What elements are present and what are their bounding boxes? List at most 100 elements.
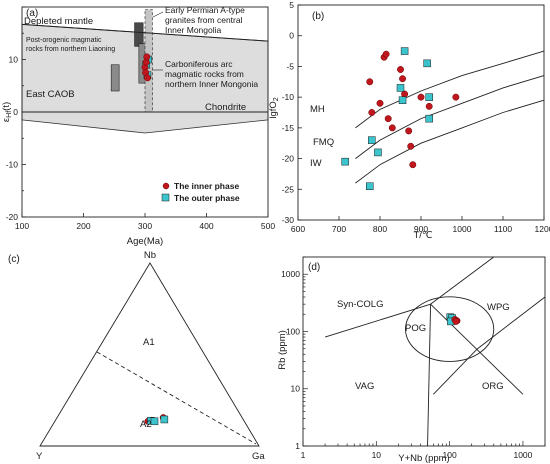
a-x-axis-label: Age(Ma) <box>127 236 163 247</box>
a2-field-label: A2 <box>140 419 152 430</box>
b-inner-point <box>388 124 396 132</box>
d-x-tick-label: 1 <box>301 450 306 460</box>
b-outer-point <box>396 84 405 92</box>
nb-vertex-label: Nb <box>144 250 156 261</box>
b-y-tick-label: -10 <box>282 92 295 102</box>
c-data-points <box>144 414 169 426</box>
b-outer-point <box>341 157 349 166</box>
syn-colg-lower-boundary <box>324 303 431 338</box>
b-plot-frame <box>297 4 545 221</box>
b-inner-point <box>405 127 413 135</box>
b-x-tick-label: 800 <box>373 224 387 234</box>
b-outer-point <box>423 59 431 68</box>
field-box-0 <box>110 64 120 92</box>
a-y-tick-label: -10 <box>6 160 19 170</box>
d-y-tick-label: 1000 <box>281 269 300 279</box>
b-y-axis-label: lgfO2 <box>268 97 280 118</box>
b-inner-point <box>399 75 406 83</box>
vag-label: VAG <box>355 381 374 392</box>
fmq-label: FMQ <box>313 137 334 148</box>
depleted-mantle-line <box>21 23 269 42</box>
d-axis-ticks: 1 10 100 1000 1 10 100 1000 <box>281 256 546 460</box>
legend-outer-label: The outer phase <box>174 193 240 203</box>
pog-label: POG <box>405 323 426 334</box>
a-x-tick-label: 300 <box>138 221 152 231</box>
d-y-tick-label: 1 <box>295 441 300 451</box>
b-axis-ticks: 600 700 800 900 1000 1100 1200 -30 -25 -20 -15 -10 -… <box>282 0 550 234</box>
a-x-tick-label: 500 <box>261 221 275 231</box>
b-data-points <box>341 47 460 190</box>
b-inner-point <box>382 50 390 58</box>
mh-buffer-line <box>355 50 545 129</box>
b-outer-point <box>398 96 407 104</box>
c-outer-point <box>150 417 159 426</box>
post-orogenic-label-line2: rocks from northern Liaoning <box>26 46 115 53</box>
b-y-tick-label: -5 <box>286 61 294 71</box>
carboniferous-label-line2: magmatic rocks from <box>165 69 244 79</box>
b-y-tick-label: -30 <box>282 215 295 225</box>
b-inner-point <box>425 102 433 110</box>
legend-inner-label: The inner phase <box>174 181 239 191</box>
syn-colg-wpg-boundary <box>430 256 495 305</box>
a-axis-ticks: 100 200 300 400 500 -20 -10 0 10 <box>6 6 275 231</box>
b-inner-point <box>366 78 374 86</box>
depleted-mantle-label: Depleted mantle <box>24 16 93 27</box>
b-inner-point <box>409 161 417 169</box>
b-x-tick-label: 900 <box>414 224 428 234</box>
iw-buffer-line <box>355 99 545 184</box>
iw-label: IW <box>310 158 322 169</box>
syn-colg-label: Syn-COLG <box>337 299 383 310</box>
field-box-1 <box>134 22 144 47</box>
c-panel-label: (c) <box>8 254 20 265</box>
a-reference-lines <box>21 23 269 113</box>
wpg-label: WPG <box>487 302 510 313</box>
d-data-points <box>446 313 461 326</box>
d-y-tick-label: 10 <box>291 384 301 394</box>
legend-inner-marker <box>162 182 170 190</box>
b-inner-point <box>452 93 460 101</box>
post-orogenic-label-line1: Post-orogenic magmatic <box>26 37 102 44</box>
legend-outer-marker <box>161 193 170 202</box>
fmq-buffer-line <box>355 75 545 159</box>
b-inner-point <box>368 109 376 116</box>
b-y-tick-label: -15 <box>282 123 295 133</box>
b-outer-point <box>425 93 433 101</box>
org-label: ORG <box>482 381 504 392</box>
b-outer-point <box>368 136 376 144</box>
b-outer-point <box>366 182 374 190</box>
carboniferous-label-line1: Carboniferous arc <box>165 59 233 69</box>
carboniferous-label-line3: northern Inner Mongonia <box>165 79 258 89</box>
d-panel-label: (d) <box>308 262 320 273</box>
b-outer-point <box>425 114 433 123</box>
b-inner-point <box>384 115 392 123</box>
vag-org-boundary <box>433 348 478 395</box>
b-inner-point <box>407 142 415 150</box>
d-plot-frame <box>302 256 546 447</box>
b-x-tick-label: 600 <box>291 224 305 234</box>
panel-c: (c) Nb Y Ga A1 A2 <box>8 250 265 462</box>
d-inner-point <box>452 317 460 325</box>
early-permian-label-line3: Inner Mongolia <box>165 25 222 35</box>
b-inner-point <box>397 66 404 73</box>
a-legend: The inner phase The outer phase <box>161 181 240 203</box>
ternary-triangle <box>39 262 260 447</box>
b-y-tick-label: -20 <box>282 154 295 164</box>
b-x-tick-label: 1200 <box>535 224 550 234</box>
a-x-tick-label: 100 <box>15 221 29 231</box>
a-y-axis-label: εHf(t) <box>1 102 13 122</box>
a-panel-label: (a) <box>26 8 38 19</box>
a-inner-point <box>143 53 151 61</box>
d-discrimination-lines <box>324 256 546 447</box>
a-data-points <box>141 53 152 82</box>
east-caob-label: East CAOB <box>26 89 75 100</box>
a1-a2-boundary <box>96 351 257 445</box>
b-x-tick-label: 1000 <box>453 224 472 234</box>
d-y-axis-label: Rb (ppm) <box>277 330 288 370</box>
b-inner-point <box>417 93 425 101</box>
a-x-tick-label: 400 <box>199 221 213 231</box>
b-panel-label: (b) <box>312 11 324 22</box>
d-y-tick-label: 100 <box>286 326 300 336</box>
mh-label: MH <box>310 104 325 115</box>
b-y-tick-label: 0 <box>289 31 294 41</box>
